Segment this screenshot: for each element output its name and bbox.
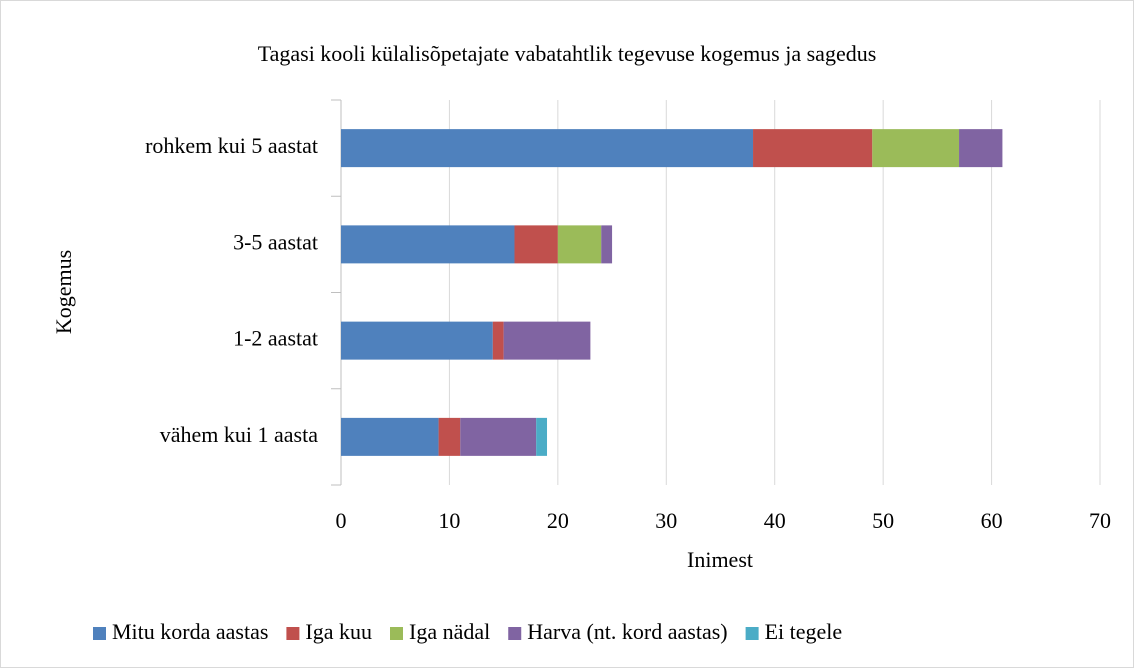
legend-swatch	[93, 627, 106, 640]
x-axis-label: Inimest	[687, 547, 753, 572]
bar-segment	[341, 417, 439, 456]
bar-segment	[514, 225, 558, 264]
bar-segment	[557, 225, 602, 264]
y-axis-label: Kogemus	[51, 250, 76, 334]
x-tick-label: 20	[547, 508, 569, 533]
x-tick-label: 50	[872, 508, 894, 533]
bar-segment	[438, 417, 461, 456]
y-tick-label: 1-2 aastat	[233, 326, 318, 351]
y-tick-label: vähem kui 1 aasta	[160, 422, 318, 447]
legend-swatch	[286, 627, 300, 640]
bar-segment	[959, 129, 1003, 168]
legend-swatch	[508, 627, 522, 640]
bar-segment	[872, 129, 960, 168]
legend-label: Iga nädal	[409, 619, 490, 644]
legend-label: Ei tegele	[765, 619, 843, 644]
bar-segment	[341, 129, 754, 168]
x-tick-label: 70	[1089, 508, 1111, 533]
bar-segment	[753, 129, 873, 168]
y-tick-label: rohkem kui 5 aastat	[145, 133, 318, 158]
x-tick-label: 40	[764, 508, 786, 533]
bar-segment	[460, 417, 537, 456]
legend-label: Harva (nt. kord aastas)	[527, 619, 727, 644]
bar-segment	[536, 417, 548, 456]
bar-segment	[341, 321, 493, 360]
x-tick-label: 60	[981, 508, 1003, 533]
bar-segment	[492, 321, 504, 360]
chart-title: Tagasi kooli külalisõpetajate vabatahtli…	[258, 41, 877, 66]
y-tick-label: 3-5 aastat	[233, 229, 318, 254]
bar-segment	[601, 225, 613, 264]
legend-swatch	[745, 627, 759, 640]
bar-segment	[503, 321, 591, 360]
legend-swatch	[390, 627, 403, 640]
x-tick-label: 10	[438, 508, 460, 533]
bar-segment	[341, 225, 515, 264]
legend-label: Iga kuu	[305, 619, 372, 644]
x-tick-label: 0	[336, 508, 347, 533]
legend-label: Mitu korda aastas	[112, 619, 268, 644]
x-tick-label: 30	[655, 508, 677, 533]
